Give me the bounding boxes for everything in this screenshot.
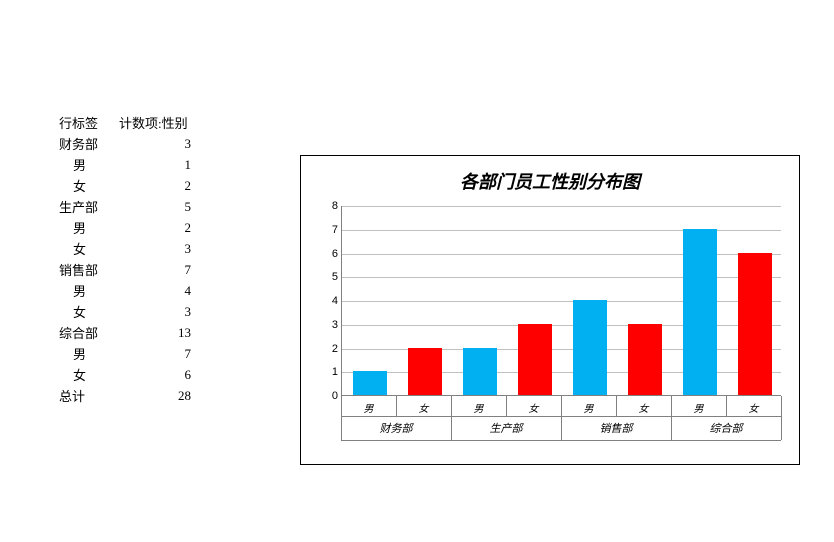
x-category-label: 女	[639, 400, 649, 415]
table-row-value: 3	[115, 301, 195, 322]
x-group-label: 生产部	[490, 420, 523, 436]
bar	[573, 300, 607, 395]
table-row-value: 2	[115, 217, 195, 238]
group-separator	[341, 396, 342, 440]
x-category-label: 女	[529, 400, 539, 415]
table-row-value: 3	[115, 238, 195, 259]
y-tick-label: 8	[322, 200, 338, 212]
y-tick-label: 3	[322, 319, 338, 331]
table-row-label: 男	[55, 343, 115, 364]
chart-container: 各部门员工性别分布图 012345678 男女财务部男女生产部男女销售部男女综合…	[300, 155, 800, 465]
y-tick-label: 1	[322, 366, 338, 378]
bar	[738, 253, 772, 396]
table-row-label: 男	[55, 217, 115, 238]
sub-separator	[451, 396, 452, 416]
x-category-label: 男	[584, 400, 594, 415]
x-group-label: 综合部	[710, 420, 743, 436]
plot-area: 012345678	[341, 206, 781, 396]
table-row-value: 3	[115, 133, 195, 154]
pivot-table: 行标签 计数项:性别 财务部3男1女2生产部5男2女3销售部7男4女3综合部13…	[55, 112, 195, 406]
sub-separator	[726, 396, 727, 416]
x-category-label: 男	[364, 400, 374, 415]
x-group-label: 销售部	[600, 420, 633, 436]
table-row-label: 女	[55, 364, 115, 385]
table-row-value: 7	[115, 343, 195, 364]
x-group-label: 财务部	[380, 420, 413, 436]
x-category-label: 女	[419, 400, 429, 415]
group-separator	[781, 396, 782, 440]
table-row-value: 7	[115, 259, 195, 280]
bar	[683, 229, 717, 395]
table-row-label: 女	[55, 301, 115, 322]
bar	[408, 348, 442, 396]
table-header-label: 行标签	[55, 112, 115, 133]
bar	[628, 324, 662, 395]
x-category-label: 女	[749, 400, 759, 415]
x-category-label: 男	[474, 400, 484, 415]
table-row-label: 综合部	[55, 322, 115, 343]
table-row-label: 销售部	[55, 259, 115, 280]
sub-separator	[671, 396, 672, 416]
bar	[463, 348, 497, 396]
y-tick-label: 5	[322, 271, 338, 283]
bar	[518, 324, 552, 395]
table-row-label: 女	[55, 238, 115, 259]
table-row-label: 男	[55, 280, 115, 301]
table-row-value: 2	[115, 175, 195, 196]
y-tick-label: 2	[322, 343, 338, 355]
y-tick-label: 7	[322, 224, 338, 236]
gridline	[342, 206, 781, 207]
axis-bottom-line	[341, 440, 781, 441]
table-row-label: 财务部	[55, 133, 115, 154]
table-row-value: 5	[115, 196, 195, 217]
x-category-label: 男	[694, 400, 704, 415]
chart-title: 各部门员工性别分布图	[301, 168, 799, 194]
table-row-value: 13	[115, 322, 195, 343]
table-row-label: 男	[55, 154, 115, 175]
table-row-label: 总计	[55, 385, 115, 406]
table-row-label: 女	[55, 175, 115, 196]
table-header-value: 计数项:性别	[115, 112, 195, 133]
table-row-value: 28	[115, 385, 195, 406]
sub-separator	[561, 396, 562, 416]
y-tick-label: 0	[322, 390, 338, 402]
table-row-label: 生产部	[55, 196, 115, 217]
sub-separator	[396, 396, 397, 416]
table-row-value: 1	[115, 154, 195, 175]
bar	[353, 371, 387, 395]
table-row-value: 4	[115, 280, 195, 301]
y-tick-label: 4	[322, 295, 338, 307]
sub-separator	[616, 396, 617, 416]
table-row-value: 6	[115, 364, 195, 385]
y-tick-label: 6	[322, 248, 338, 260]
sub-separator	[506, 396, 507, 416]
